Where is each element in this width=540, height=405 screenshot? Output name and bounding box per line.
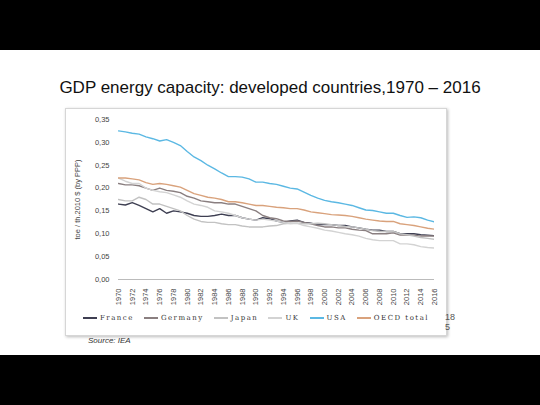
html-text:USA: USA — [326, 314, 347, 322]
svg-text:1992: 1992 — [265, 289, 274, 306]
svg-text:1976: 1976 — [155, 289, 164, 306]
svg-text:1972: 1972 — [128, 289, 137, 306]
svg-text:0,35: 0,35 — [95, 115, 110, 124]
svg-text:2014: 2014 — [416, 289, 425, 306]
svg-text:2004: 2004 — [347, 289, 356, 306]
svg-text:0,00: 0,00 — [95, 275, 110, 284]
svg-text:1982: 1982 — [196, 289, 205, 306]
svg-text:1996: 1996 — [293, 289, 302, 306]
svg-text:2002: 2002 — [334, 289, 343, 306]
svg-text:2000: 2000 — [320, 289, 329, 306]
html-text:France: France — [99, 314, 134, 322]
svg-text:1990: 1990 — [251, 289, 260, 306]
html-text:185: 185 — [445, 312, 455, 332]
svg-text:2012: 2012 — [402, 289, 411, 306]
svg-text:1978: 1978 — [169, 289, 178, 306]
svg-text:1984: 1984 — [210, 289, 219, 306]
svg-text:2006: 2006 — [361, 289, 370, 306]
svg-text:toe / th.2010 $ (by PPP): toe / th.2010 $ (by PPP) — [73, 159, 82, 240]
svg-text:1988: 1988 — [238, 289, 247, 306]
html-text:Germany: Germany — [160, 314, 204, 322]
svg-text:1980: 1980 — [183, 289, 192, 306]
svg-text:2008: 2008 — [375, 289, 384, 306]
svg-text:0,05: 0,05 — [95, 252, 110, 261]
html-text:UK: UK — [285, 314, 300, 322]
svg-text:0,25: 0,25 — [95, 161, 110, 170]
svg-text:2010: 2010 — [389, 289, 398, 306]
svg-text:1986: 1986 — [224, 289, 233, 306]
html-text:GDP energy capacity: developed: GDP energy capacity: developed countries… — [59, 78, 481, 97]
svg-text:1974: 1974 — [141, 289, 150, 306]
html-text:Japan: Japan — [230, 314, 259, 322]
svg-text:0,30: 0,30 — [95, 138, 110, 147]
svg-text:2016: 2016 — [430, 289, 439, 306]
html-text:OECD total: OECD total — [373, 314, 430, 322]
svg-text:0,15: 0,15 — [95, 206, 110, 215]
svg-text:1994: 1994 — [279, 289, 288, 306]
svg-text:1998: 1998 — [306, 289, 315, 306]
svg-text:1970: 1970 — [114, 289, 123, 306]
svg-text:0,20: 0,20 — [95, 183, 110, 192]
html-text:Source: IEA: Source: IEA — [88, 336, 131, 345]
svg-text:0,10: 0,10 — [95, 229, 110, 238]
